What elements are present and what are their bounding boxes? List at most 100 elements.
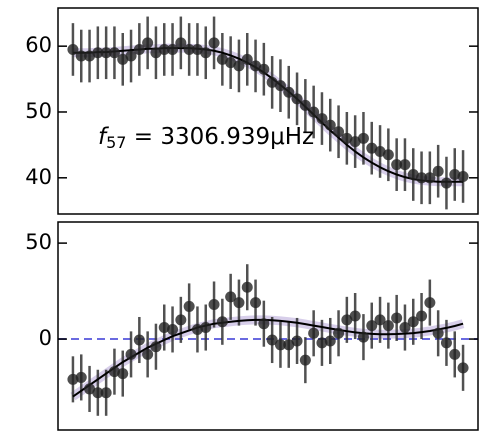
data-point xyxy=(308,327,320,339)
data-point xyxy=(150,341,162,353)
data-point xyxy=(366,320,378,332)
data-point xyxy=(457,170,469,182)
data-point xyxy=(233,60,245,72)
data-point xyxy=(133,43,145,55)
plot-area xyxy=(58,264,478,416)
data-point xyxy=(399,159,411,171)
data-point xyxy=(299,354,311,366)
data-point xyxy=(258,63,270,75)
data-point xyxy=(374,145,386,157)
data-point xyxy=(117,368,129,380)
data-point xyxy=(357,331,369,343)
data-point xyxy=(75,50,87,62)
data-point xyxy=(324,119,336,131)
data-point xyxy=(291,93,303,105)
y-tick-label: 0 xyxy=(39,326,52,350)
data-point xyxy=(84,383,96,395)
data-point xyxy=(266,334,278,346)
data-point xyxy=(316,337,328,349)
data-point xyxy=(225,291,237,303)
data-point xyxy=(225,57,237,69)
data-point xyxy=(416,172,428,184)
data-point xyxy=(341,132,353,144)
data-point xyxy=(374,314,386,326)
data-point xyxy=(283,339,295,351)
data-point xyxy=(391,312,403,324)
data-point xyxy=(440,177,452,189)
data-point xyxy=(75,371,87,383)
data-point xyxy=(67,43,79,55)
data-point xyxy=(424,297,436,309)
data-point xyxy=(449,169,461,181)
data-point xyxy=(382,149,394,161)
data-point xyxy=(233,297,245,309)
data-point xyxy=(250,60,262,72)
data-point xyxy=(175,37,187,49)
y-tick-label: 60 xyxy=(25,33,52,57)
data-point xyxy=(167,43,179,55)
data-point xyxy=(150,47,162,59)
y-tick-label: 50 xyxy=(25,99,52,123)
data-point xyxy=(349,310,361,322)
data-point xyxy=(283,86,295,98)
data-point xyxy=(183,43,195,55)
annotation-subscript: 57 xyxy=(106,133,126,152)
data-point xyxy=(349,136,361,148)
data-point xyxy=(299,99,311,111)
data-point xyxy=(333,327,345,339)
y-tick-label: 50 xyxy=(25,230,52,254)
data-point xyxy=(216,316,228,328)
annotation-text: = 3306.939μHz xyxy=(126,124,314,150)
data-point xyxy=(341,314,353,326)
data-point xyxy=(432,165,444,177)
axes-frame xyxy=(57,221,479,431)
data-point xyxy=(200,322,212,334)
data-point xyxy=(191,43,203,55)
data-point xyxy=(407,316,419,328)
data-point xyxy=(382,320,394,332)
data-point xyxy=(266,76,278,88)
data-point xyxy=(391,159,403,171)
data-point xyxy=(241,53,253,65)
data-point xyxy=(84,50,96,62)
plot-area xyxy=(67,16,469,210)
annotation: f57 = 3306.939μHz xyxy=(98,124,314,152)
annotation-symbol: f xyxy=(98,124,109,150)
data-point xyxy=(191,323,203,335)
data-point xyxy=(424,172,436,184)
data-point xyxy=(357,132,369,144)
data-point xyxy=(125,50,137,62)
data-point xyxy=(258,318,270,330)
data-point xyxy=(208,37,220,49)
data-point xyxy=(316,113,328,125)
data-point xyxy=(216,53,228,65)
data-point xyxy=(100,387,112,399)
data-point xyxy=(274,339,286,351)
data-point xyxy=(274,80,286,92)
data-point xyxy=(449,348,461,360)
data-point xyxy=(407,169,419,181)
data-point xyxy=(416,310,428,322)
data-point xyxy=(158,43,170,55)
data-point xyxy=(440,337,452,349)
data-point xyxy=(241,281,253,293)
data-point xyxy=(142,348,154,360)
data-point xyxy=(399,322,411,334)
data-point xyxy=(291,335,303,347)
data-point xyxy=(158,322,170,334)
y-tick-label: 40 xyxy=(25,165,52,189)
data-point xyxy=(142,37,154,49)
data-point xyxy=(333,126,345,138)
data-point xyxy=(250,297,262,309)
fit-line xyxy=(72,318,464,398)
data-point xyxy=(108,47,120,59)
data-point xyxy=(108,366,120,378)
data-point xyxy=(125,348,137,360)
axes-frame xyxy=(57,7,479,215)
data-point xyxy=(432,327,444,339)
data-point xyxy=(457,362,469,374)
data-point xyxy=(133,334,145,346)
data-point xyxy=(100,47,112,59)
data-point xyxy=(208,299,220,311)
